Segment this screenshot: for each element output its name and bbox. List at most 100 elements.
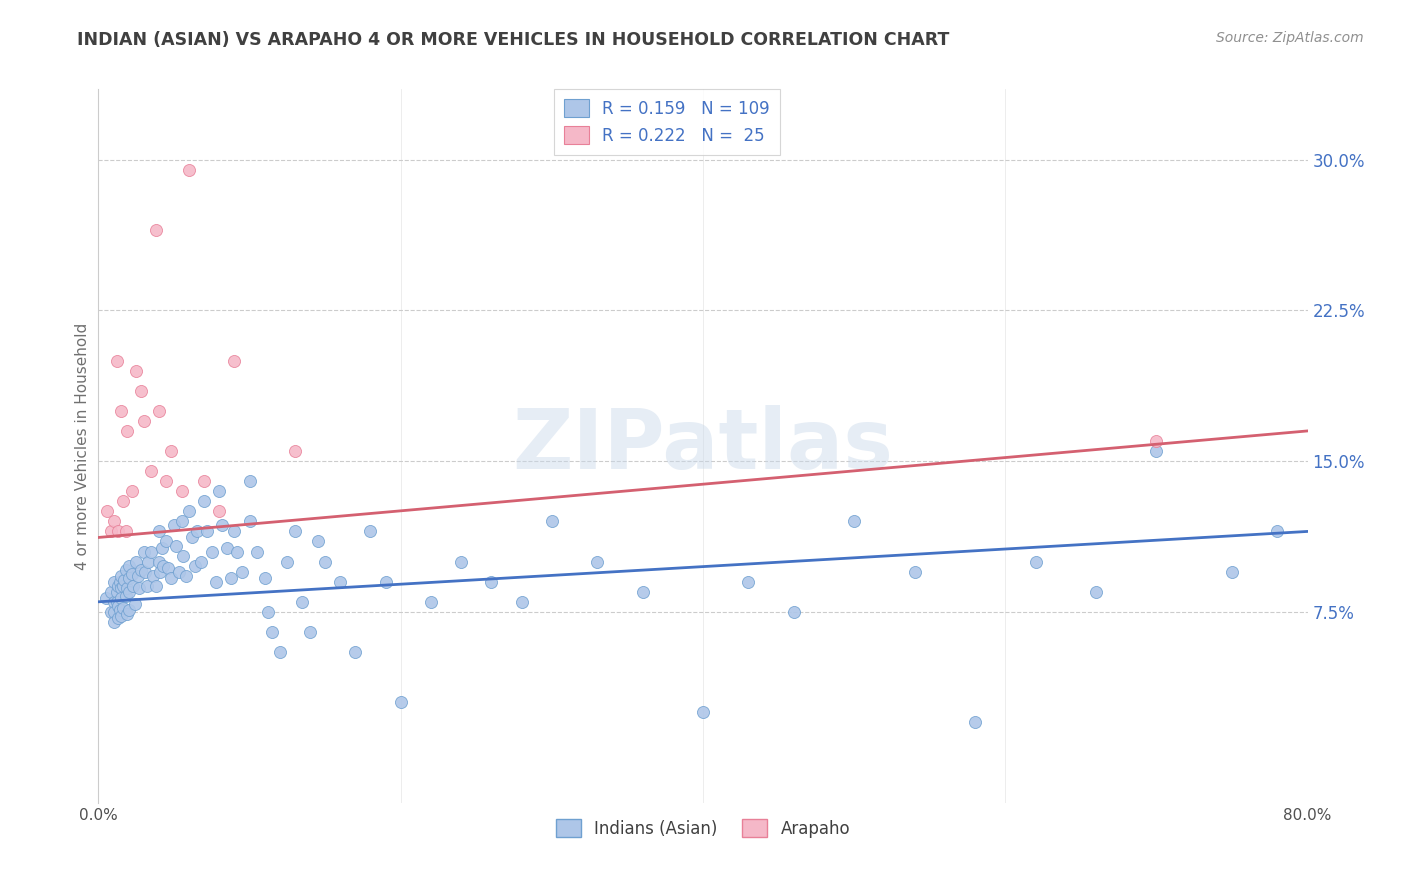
- Point: [114, 524, 136, 539]
- Point: [108, 574, 131, 589]
- Point: [737, 574, 759, 589]
- Point: [284, 444, 307, 458]
- Point: [100, 584, 122, 599]
- Point: [481, 574, 503, 589]
- Point: [110, 404, 132, 418]
- Point: [141, 464, 163, 478]
- Point: [129, 563, 152, 577]
- Point: [114, 589, 136, 603]
- Point: [160, 444, 183, 458]
- Point: [193, 474, 215, 488]
- Point: [246, 544, 269, 558]
- Point: [1085, 584, 1108, 599]
- Point: [110, 591, 132, 605]
- Point: [195, 524, 218, 539]
- Point: [115, 424, 138, 438]
- Point: [110, 581, 132, 595]
- Point: [450, 555, 472, 569]
- Point: [269, 645, 291, 659]
- Point: [1220, 565, 1243, 579]
- Point: [114, 563, 136, 577]
- Point: [125, 555, 148, 569]
- Point: [586, 555, 609, 569]
- Point: [132, 414, 155, 428]
- Point: [172, 549, 194, 563]
- Point: [110, 608, 132, 623]
- Point: [100, 524, 122, 539]
- Point: [111, 600, 134, 615]
- Point: [389, 695, 412, 709]
- Point: [105, 584, 128, 599]
- Point: [118, 571, 141, 585]
- Point: [121, 566, 143, 581]
- Point: [256, 605, 278, 619]
- Point: [253, 571, 276, 585]
- Point: [631, 584, 654, 599]
- Point: [150, 541, 173, 555]
- Point: [965, 715, 987, 730]
- Point: [299, 624, 322, 639]
- Point: [344, 645, 367, 659]
- Point: [374, 574, 396, 589]
- Point: [121, 484, 143, 499]
- Point: [112, 573, 135, 587]
- Point: [1144, 444, 1167, 458]
- Point: [111, 579, 134, 593]
- Point: [181, 531, 204, 545]
- Point: [226, 544, 249, 558]
- Legend: Indians (Asian), Arapaho: Indians (Asian), Arapaho: [548, 813, 858, 845]
- Point: [224, 524, 246, 539]
- Point: [128, 581, 150, 595]
- Point: [844, 515, 866, 529]
- Point: [132, 544, 155, 558]
- Point: [107, 611, 129, 625]
- Point: [208, 484, 231, 499]
- Point: [208, 504, 231, 518]
- Point: [510, 595, 533, 609]
- Point: [179, 162, 201, 177]
- Point: [107, 579, 129, 593]
- Point: [103, 574, 125, 589]
- Point: [127, 568, 149, 582]
- Point: [184, 558, 207, 573]
- Point: [142, 568, 165, 582]
- Point: [540, 515, 562, 529]
- Point: [262, 624, 284, 639]
- Point: [193, 494, 215, 508]
- Point: [314, 555, 336, 569]
- Point: [420, 595, 443, 609]
- Point: [136, 555, 159, 569]
- Point: [1024, 555, 1046, 569]
- Point: [141, 544, 163, 558]
- Point: [111, 494, 134, 508]
- Point: [329, 574, 352, 589]
- Point: [170, 515, 193, 529]
- Point: [1267, 524, 1289, 539]
- Point: [107, 599, 129, 613]
- Point: [124, 597, 146, 611]
- Point: [231, 565, 253, 579]
- Point: [692, 706, 714, 720]
- Point: [152, 558, 174, 573]
- Point: [179, 504, 201, 518]
- Point: [190, 555, 212, 569]
- Point: [115, 607, 138, 621]
- Point: [148, 404, 170, 418]
- Point: [118, 558, 141, 573]
- Point: [239, 474, 262, 488]
- Text: ZIPatlas: ZIPatlas: [513, 406, 893, 486]
- Point: [103, 595, 125, 609]
- Point: [904, 565, 927, 579]
- Y-axis label: 4 or more Vehicles in Household: 4 or more Vehicles in Household: [75, 322, 90, 570]
- Point: [115, 581, 138, 595]
- Point: [103, 605, 125, 619]
- Point: [129, 384, 152, 398]
- Point: [174, 568, 197, 582]
- Point: [94, 591, 117, 605]
- Point: [125, 363, 148, 377]
- Text: INDIAN (ASIAN) VS ARAPAHO 4 OR MORE VEHICLES IN HOUSEHOLD CORRELATION CHART: INDIAN (ASIAN) VS ARAPAHO 4 OR MORE VEHI…: [77, 31, 949, 49]
- Point: [134, 565, 156, 579]
- Point: [108, 603, 131, 617]
- Point: [145, 223, 167, 237]
- Point: [149, 565, 172, 579]
